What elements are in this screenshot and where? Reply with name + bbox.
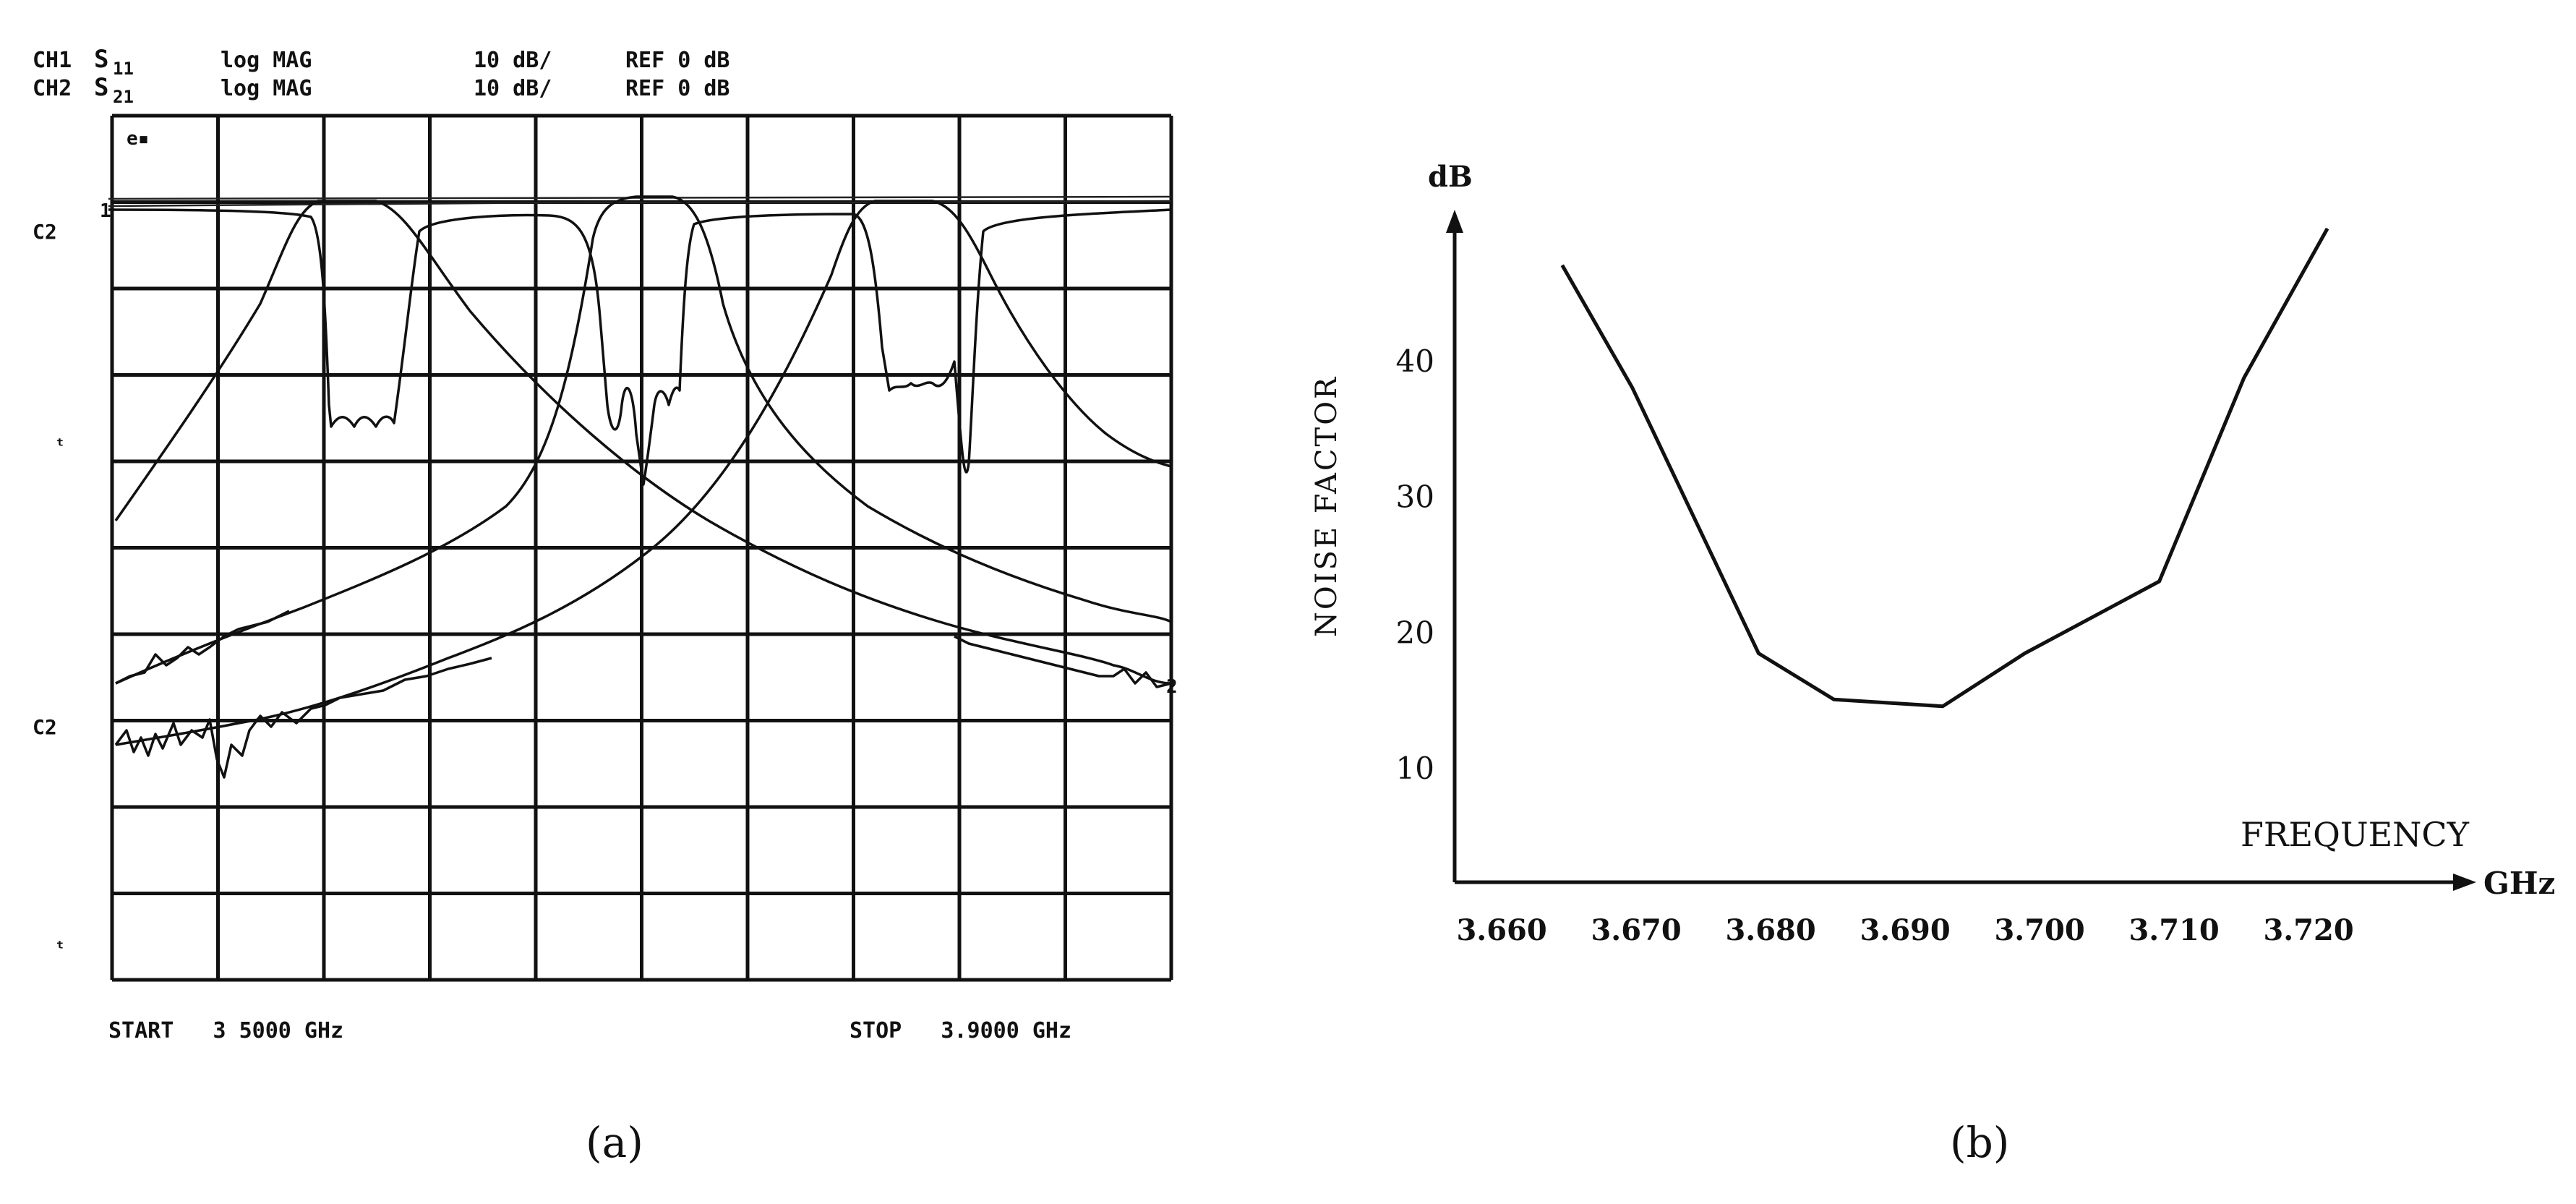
stop-frequency: STOP 3.9000 GHz	[850, 1018, 1071, 1043]
analyzer-grid	[110, 114, 1173, 982]
s11-reflection	[108, 208, 1172, 486]
ch1-format: log MAG	[221, 48, 312, 73]
analyzer-traces	[108, 195, 1172, 779]
noise-factor-point	[1632, 387, 1633, 388]
trace-mark-left: 1	[100, 200, 111, 222]
caption-b: (b)	[1950, 1118, 2009, 1167]
c2-low-label: C2	[33, 715, 57, 739]
start-frequency: START 3 5000 GHz	[108, 1018, 343, 1043]
noise-factor-point	[1833, 699, 1835, 700]
ch2-label: CH2	[33, 76, 72, 101]
y-tick-label: 20	[1396, 615, 1434, 650]
ticks-b: 3.660 3.670 3.680 3.690 3.700 3.710 3.720 10 20 3…	[1396, 343, 2354, 947]
y-axis-label: NOISE FACTOR	[1310, 375, 1343, 637]
x-unit: GHz	[2483, 866, 2555, 901]
x-tick-label: 3.720	[2263, 913, 2353, 947]
caption-a: (a)	[586, 1118, 643, 1167]
ch1-param-sub: 11	[113, 59, 134, 79]
ch1-header: CH1 S 11 log MAG 10 dB/ REF 0 dB	[33, 45, 730, 79]
ch1-ref: REF 0 dB	[625, 48, 730, 73]
ch1-label: CH1	[33, 48, 72, 73]
tick-mid-label: ᵗ	[54, 435, 66, 457]
ch1-scale: 10 dB/	[474, 48, 552, 73]
ch1-param: S	[94, 45, 108, 74]
tick-bottom-label: ᵗ	[54, 938, 66, 960]
axes-b	[1446, 210, 2476, 891]
noise-factor-point	[2243, 377, 2245, 379]
x-tick-label: 3.670	[1591, 913, 1681, 947]
ch2-ref: REF 0 dB	[625, 76, 730, 101]
c2-top-label: C2	[33, 220, 57, 244]
y-unit: dB	[1428, 160, 1473, 194]
panel-b: dB NOISE FACTOR FREQUENCY GHz 3.660 3.670…	[1310, 160, 2555, 1167]
series-b	[1560, 227, 2329, 709]
ch2-param-sub: 21	[113, 87, 134, 107]
s21-noise-left	[114, 657, 492, 779]
ch2-header: CH2 S 21 log MAG 10 dB/ REF 0 dB	[33, 73, 730, 107]
s21-channel-2	[115, 195, 1172, 685]
ch2-format: log MAG	[221, 76, 312, 101]
ch2-param: S	[94, 73, 108, 102]
x-tick-label: 3.700	[1994, 913, 2084, 947]
panel-a: CH1 S 11 log MAG 10 dB/ REF 0 dB CH2 S 2…	[33, 45, 1178, 1167]
trace-mark-right: 2	[1166, 676, 1178, 698]
ch2-scale: 10 dB/	[474, 76, 552, 101]
x-tick-label: 3.680	[1725, 913, 1815, 947]
x-axis-arrow	[2453, 874, 2476, 891]
y-tick-label: 10	[1396, 751, 1434, 786]
noise-factor-point	[2024, 652, 2026, 654]
s21-channel-1	[114, 200, 1172, 685]
x-axis-label: FREQUENCY	[2241, 815, 2470, 854]
s21-noise-mid	[115, 610, 290, 685]
s21-channel-3	[115, 200, 1172, 746]
s21-noise-right	[954, 635, 1172, 688]
x-tick-label: 3.690	[1860, 913, 1950, 947]
x-tick-label: 3.660	[1456, 913, 1546, 947]
corner-marker: e▪	[127, 128, 149, 150]
y-tick-label: 40	[1396, 343, 1434, 379]
y-tick-label: 30	[1396, 479, 1434, 515]
noise-factor-point	[1758, 652, 1759, 654]
x-tick-label: 3.710	[2128, 913, 2219, 947]
y-axis-arrow	[1446, 210, 1463, 233]
noise-factor-point	[2159, 581, 2160, 582]
noise-factor-line	[1560, 227, 2329, 709]
ref-line-2	[108, 200, 1172, 208]
